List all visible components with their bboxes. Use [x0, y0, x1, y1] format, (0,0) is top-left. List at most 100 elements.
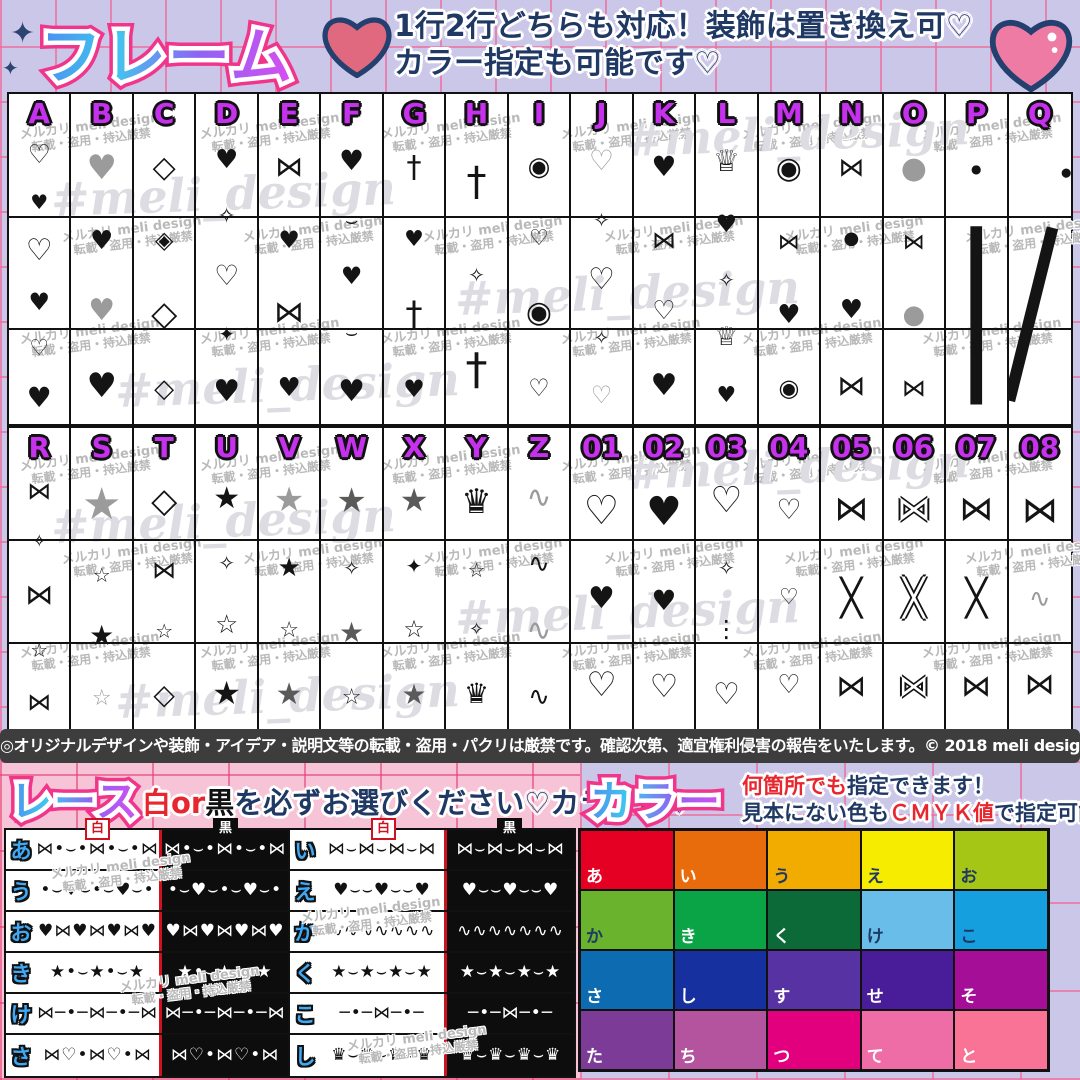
lace-row-label: き	[10, 961, 32, 986]
color-section-title: カラー カラー カラー	[582, 768, 770, 834]
frame-column-label: R	[28, 431, 51, 464]
motif-glyph: ☆	[214, 610, 239, 641]
color-swatch-label: う	[773, 867, 791, 887]
frame-column-label: F	[342, 97, 362, 130]
frame-column-Q: Q ● │	[1008, 94, 1071, 424]
frame-motif-dark-stars-sparkles: ★ ✧ ★ ☆	[321, 464, 381, 729]
frame-column-03: 03 ♡ ✧ ⋮ ♡	[696, 428, 759, 729]
motif-glyph: ♡	[649, 666, 679, 705]
lace-sample-white-crowns-wave: ♛⌣♛⌣♛⌣♛	[320, 1035, 447, 1076]
lace-row-label: こ	[294, 1002, 316, 1027]
frame-motif-big-gray-star: ★ ☆ ★ ☆	[71, 464, 131, 729]
motif-glyph: ⋈	[27, 687, 52, 716]
motif-glyph: ♥	[839, 294, 863, 325]
frame-column-label: H	[464, 97, 489, 130]
header-description: 1行2行どちらも対応！装飾は置き換え可♡ カラー指定も可能です♡	[394, 8, 973, 82]
lace-sample-white-frill-ruffle: ∿∿∿∿∿∿∿	[320, 912, 447, 951]
motif-glyph: ♡	[776, 492, 802, 526]
motif-glyph: ∿	[1028, 584, 1051, 615]
color-swatch-つ: つ	[767, 1010, 861, 1070]
motif-glyph: ♥	[650, 367, 678, 403]
motif-glyph: ⋈	[25, 578, 54, 612]
frame-motif-small-bows-and-sparkles: ⋈ ✧ ⋈ ☆ ⋈	[9, 464, 69, 729]
motif-glyph: ⋈	[901, 374, 926, 402]
frame-column-05: 05 ⋈ ╳ ⋈	[821, 428, 884, 729]
motif-glyph: ⋈	[961, 668, 992, 704]
motif-glyph: ♥	[277, 372, 301, 403]
motif-glyph: ★	[275, 676, 303, 712]
motif-glyph: ✧	[718, 556, 735, 581]
frame-motif-winged-hearts: ♥ ⌣ ♥ ⌣ ♥	[321, 130, 381, 424]
motif-glyph: │	[946, 241, 1006, 391]
color-swatch-き: き	[673, 890, 768, 950]
lace-row-い: い ⋈⌣⋈⌣⋈⌣⋈ ⋈⌣⋈⌣⋈⌣⋈	[290, 830, 574, 871]
motif-glyph: ✧	[218, 550, 236, 575]
lace-black-tag: 黒	[497, 818, 523, 840]
frame-motif-outline-and-solid-hearts: ♡ ♥ ♡ ♥ ♡ ♥	[9, 130, 69, 424]
frame-motif-hearts-sparkle-dotted-line: ♡ ✧ ⋮ ♡	[696, 464, 756, 729]
frame-column-label: 05	[831, 431, 871, 464]
frame-motif-large-crosses: † ✧ †	[446, 130, 506, 424]
color-swatch-し: し	[673, 950, 768, 1010]
lace-sample-white-dash-ribbon-bow: ─•─⋈─•─	[320, 994, 447, 1033]
text-fragment: で指定可能♡	[994, 801, 1080, 825]
lace-row-し: し ♛⌣♛⌣♛⌣♛ ♛⌣♛⌣♛⌣♛	[290, 1035, 574, 1076]
motif-glyph: ★	[213, 480, 241, 516]
motif-glyph: ╳	[840, 577, 863, 619]
text-fragment: 黒	[205, 786, 235, 820]
motif-glyph: ☆	[279, 617, 299, 643]
frame-motif-hearts-and-sparkles: ♥ ✧ ♡ ✦ ♥	[196, 130, 256, 424]
motif-glyph: ★	[273, 480, 305, 521]
frame-column-B: B ♥ ♥ ♥ ♥	[71, 94, 134, 424]
sparkle-icon: ✦	[2, 56, 19, 80]
color-swatch-ち: ち	[673, 1010, 768, 1070]
frame-column-H: H † ✧ †	[446, 94, 509, 424]
frame-column-label: L	[717, 97, 736, 130]
lace-section-title: レース レース レース	[2, 768, 190, 834]
lace-sample-black-stars-scallop-wide: ★⌣★⌣★⌣★	[447, 953, 574, 992]
color-swatch-label: し	[679, 987, 697, 1007]
frame-motif-big-solid-hearts: ♥ ♥ ♥ ♥	[71, 130, 131, 424]
frame-motif-crosses-and-bat-hearts: † ♥ † ♥	[384, 130, 444, 424]
text-fragment: ＣＭＹＫ値	[889, 801, 994, 825]
frame-column-label: M	[774, 97, 803, 130]
motif-glyph: †	[405, 294, 423, 334]
motif-glyph: ☆	[155, 619, 174, 644]
lace-row-け: け ⋈─•─⋈─•─⋈ ⋈─•─⋈─•─⋈	[6, 994, 288, 1035]
frame-column-label: T	[154, 431, 174, 464]
lace-white-tag: 白	[85, 818, 111, 840]
color-swatch-お: お	[954, 830, 1048, 890]
frame-table-row2: R ⋈ ✧ ⋈ ☆ ⋈ S ★ ☆ ★ ☆ T ◇ ⋈ ☆ ◇ U ★ ✧ ☆ ★ V ★ ★ ☆ ★ W ★	[7, 426, 1080, 731]
frame-column-K: K ♥ ⋈ ♡ ♥	[633, 94, 697, 424]
motif-glyph: ★	[401, 677, 427, 711]
color-title-outline: カラー	[582, 768, 728, 834]
motif-glyph: ♡	[27, 140, 51, 170]
lace-title-outline-white: レース	[6, 768, 143, 831]
motif-glyph: ♥	[716, 382, 737, 408]
lace-row-く: く ★⌣★⌣★⌣★ ★⌣★⌣★⌣★	[290, 953, 574, 994]
frame-motif-crown-sparkle-star: ♛ ☆ ✧ ♛	[446, 464, 506, 729]
frame-column-label: A	[28, 97, 51, 130]
page-title-outline-white: フレーム	[35, 6, 296, 98]
motif-glyph: ✧	[468, 262, 485, 287]
motif-glyph: ♥	[403, 375, 425, 403]
frame-column-label: V	[278, 431, 300, 464]
lace-sample-black-bows-hearts-chain: ⋈♡•⋈♡•⋈	[162, 1035, 288, 1076]
frame-column-N: N ⋈ ● ♥ ⋈	[821, 94, 884, 424]
motif-glyph: ◇	[151, 293, 178, 334]
frame-column-W: W ★ ✧ ★ ☆	[321, 428, 384, 729]
lace-table-left-half: あ ⋈•⌣•⋈•⌣•⋈ ⋈•⌣•⋈•⌣•⋈ う •⌣♥⌣•⌣♥⌣• •⌣♥⌣•⌣…	[6, 830, 290, 1076]
motif-glyph: ♡	[712, 676, 740, 712]
color-swatch-label: け	[866, 927, 884, 947]
motif-glyph: ♥	[651, 583, 677, 617]
lace-sample-black-stars-scallop: ★•⌣★•⌣★	[162, 953, 288, 992]
frame-column-G: G † ♥ † ♥	[383, 94, 447, 424]
motif-glyph: ☆	[91, 686, 112, 712]
motif-glyph: ♥	[338, 373, 366, 409]
frame-motif-dark-stars-and-sparkles: ★ ✦ ☆ ★	[384, 464, 444, 729]
frame-column-label: D	[215, 97, 239, 130]
frame-column-R: R ⋈ ✧ ⋈ ☆ ⋈	[9, 428, 72, 729]
motif-glyph: ⌣	[344, 320, 359, 345]
frame-column-label: Y	[466, 431, 487, 464]
frame-column-C: C ◇ ◈ ◇ ◇	[133, 94, 197, 424]
